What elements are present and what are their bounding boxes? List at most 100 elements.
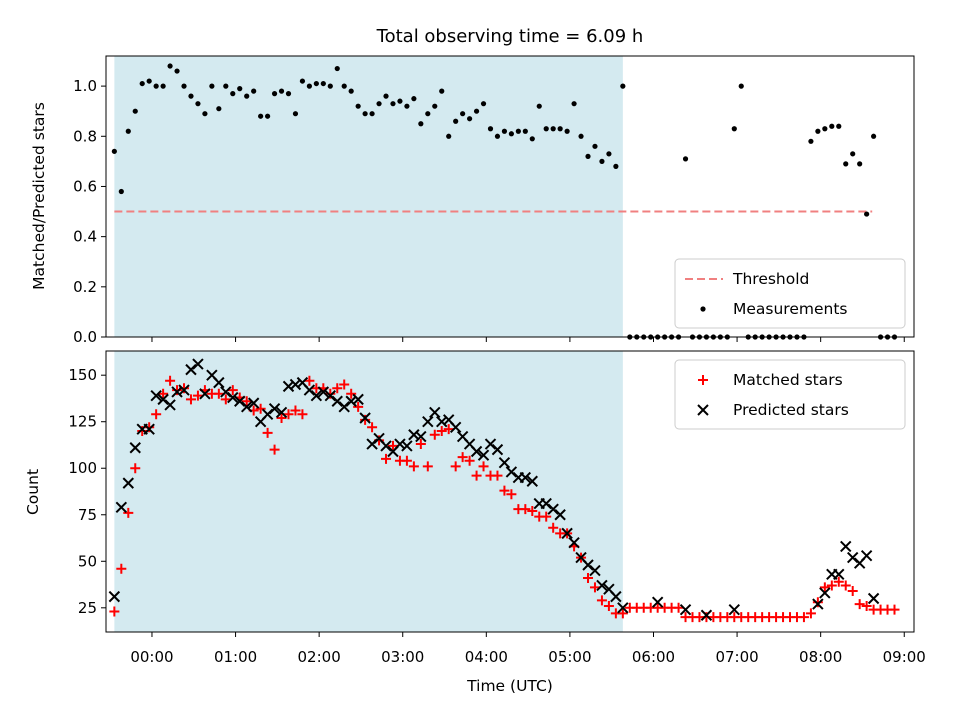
data-point-matched-stars-106 [847,586,858,597]
data-point-measurements-103 [829,123,835,129]
data-point-measurements-48 [446,133,452,139]
data-point-matched-stars-7 [158,388,169,399]
data-point-measurements-41 [397,98,403,104]
legend-box [674,258,906,329]
data-point-measurements-68 [585,153,591,159]
data-point-predicted-stars-53 [477,449,490,461]
legend-label: Predicted stars [733,401,849,419]
data-point-predicted-stars-81 [833,568,845,581]
y-tick-label: 0.4 [73,228,97,246]
data-point-matched-stars-102 [819,582,830,593]
y-tick-label: 0.8 [73,127,97,145]
data-point-predicted-stars-55 [491,443,504,456]
legend: Matched stars Predicted stars [674,359,906,430]
data-point-predicted-stars-45 [422,416,434,428]
data-point-measurements-107 [857,161,863,167]
data-point-measurements-1 [118,188,124,195]
data-point-measurements-49 [453,118,459,124]
data-point-predicted-stars-66 [568,536,580,549]
data-point-measurements-54 [487,126,494,132]
data-point-measurements-32 [334,65,340,72]
data-point-measurements-53 [480,101,487,107]
data-point-measurements-60 [529,136,535,142]
data-point-matched-stars-28 [304,375,315,386]
data-point-measurements-4 [139,80,145,87]
data-point-matched-stars-56 [499,485,510,496]
data-point-matched-stars-68 [583,573,594,584]
x-tick-label: 07:00 [715,648,758,666]
data-point-measurements-38 [376,101,382,107]
data-point-predicted-stars-17 [227,391,239,404]
data-point-predicted-stars-65 [561,527,573,540]
data-point-predicted-stars-25 [282,380,295,393]
observing-interval-shade [114,351,623,632]
data-point-measurements-52 [473,108,480,114]
x-axis-label: Time (UTC) [466,677,553,695]
data-point-predicted-stars-75 [679,603,692,616]
data-point-matched-stars-107 [854,599,865,610]
data-point-matched-stars-25 [283,409,294,420]
data-point-measurements-61 [536,103,542,109]
data-point-matched-stars-112 [889,604,900,615]
data-point-predicted-stars-15 [213,376,225,389]
data-point-measurements-30 [320,80,326,87]
data-point-predicted-stars-19 [240,401,253,413]
data-point-predicted-stars-78 [812,598,824,610]
data-point-measurements-33 [341,83,347,89]
data-point-matched-stars-31 [325,388,336,399]
data-point-predicted-stars-36 [359,412,371,424]
data-point-predicted-stars-23 [268,402,281,415]
data-point-matched-stars-39 [381,453,392,464]
data-point-measurements-24 [278,88,285,94]
data-point-measurements-0 [111,148,117,154]
data-point-predicted-stars-41 [394,438,406,450]
legend-marker [697,404,709,416]
data-point-measurements-89 [731,126,737,132]
data-point-matched-stars-46 [429,429,440,440]
x-tick-label: 04:00 [465,648,508,666]
data-point-matched-stars-1 [116,563,127,574]
data-point-measurements-8 [167,63,173,69]
data-point-measurements-2 [125,128,131,134]
y-tick-label: 75 [78,506,97,524]
data-point-measurements-27 [299,78,306,84]
data-point-matched-stars-12 [192,390,203,401]
data-point-predicted-stars-2 [122,477,134,489]
data-point-matched-stars-15 [213,388,224,399]
x-tick-label: 06:00 [632,648,675,666]
x-tick-label: 03:00 [381,648,424,666]
data-point-predicted-stars-30 [317,386,330,398]
data-point-measurements-29 [313,80,319,87]
data-point-predicted-stars-74 [651,596,664,608]
data-point-matched-stars-44 [415,439,426,450]
data-point-matched-stars-11 [185,394,196,405]
legend-box [674,359,906,430]
data-point-matched-stars-57 [506,489,517,500]
data-point-measurements-101 [815,128,821,134]
data-point-measurements-51 [467,116,473,122]
data-point-predicted-stars-26 [289,378,302,391]
data-point-predicted-stars-52 [470,445,483,458]
data-point-measurements-26 [292,111,299,117]
data-point-measurements-57 [508,131,514,137]
x-tick-label: 08:00 [799,648,842,666]
data-point-measurements-65 [564,128,570,134]
data-point-measurements-90 [738,83,744,89]
data-point-measurements-105 [843,161,849,167]
data-point-matched-stars-36 [360,414,371,425]
data-point-matched-stars-105 [840,580,851,591]
bottom-y-axis-label: Count [24,469,42,515]
legend: Threshold Measurements [674,258,906,329]
data-point-measurements-46 [432,103,438,109]
y-tick-label: 150 [68,366,97,384]
data-point-measurements-72 [613,163,619,169]
data-point-measurements-9 [174,68,180,74]
data-point-measurements-7 [160,83,166,89]
data-point-predicted-stars-0 [108,590,121,603]
data-point-measurements-44 [418,121,424,127]
axes-frame [105,55,915,338]
data-point-measurements-16 [223,83,229,89]
data-point-measurements-106 [850,151,856,157]
data-point-matched-stars-45 [422,461,433,472]
y-tick-label: 0.0 [73,328,97,346]
